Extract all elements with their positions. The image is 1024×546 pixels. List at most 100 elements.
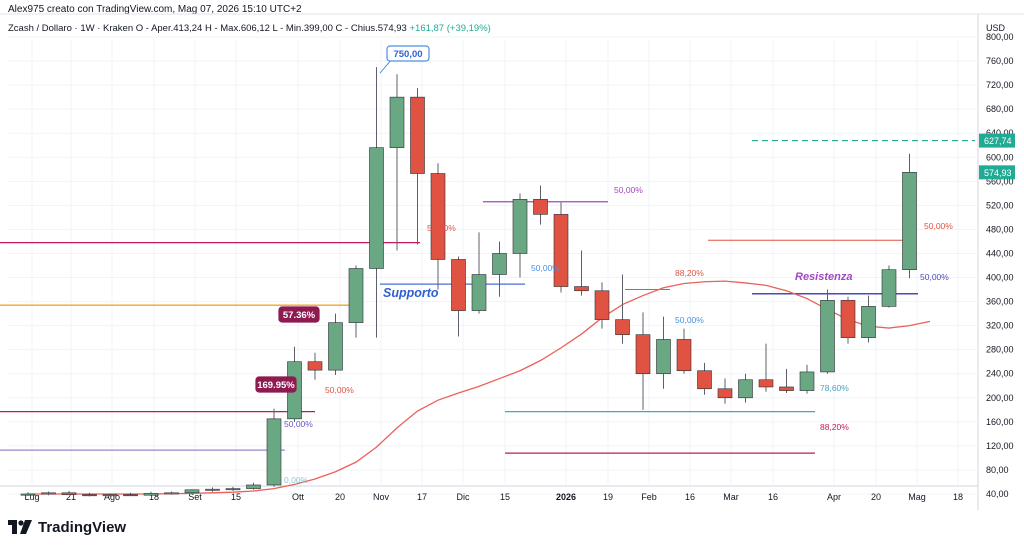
candle[interactable] [348, 265, 364, 338]
pct-callout-169-text: 169.95% [257, 380, 295, 391]
candle[interactable] [615, 274, 630, 344]
fib-label-0[interactable]: 0,00% [284, 475, 309, 485]
candle-body [656, 339, 671, 375]
y-tick-label: 640,00 [986, 128, 1014, 138]
candle[interactable] [41, 491, 56, 496]
candle-body [820, 300, 835, 373]
candle[interactable] [881, 265, 897, 308]
x-tick-label: Mag [908, 492, 926, 502]
candle[interactable] [512, 193, 528, 278]
fib-label-78[interactable]: 78,60% [820, 383, 849, 393]
candle-body [697, 370, 712, 390]
candle[interactable] [738, 373, 753, 403]
supporto-label[interactable]: Supporto [383, 286, 439, 300]
candle-body [328, 322, 343, 371]
candle[interactable] [820, 289, 835, 374]
y-tick-label: 600,00 [986, 152, 1014, 162]
target-price-tag[interactable]: 627,74 [979, 133, 1015, 148]
candle-body [61, 492, 77, 495]
fib-label-50[interactable]: 50,00% [531, 263, 560, 273]
candle[interactable] [840, 296, 856, 344]
fib-label-50[interactable]: 50,00% [920, 272, 949, 282]
candle[interactable] [20, 492, 36, 496]
candle[interactable] [143, 491, 159, 496]
candle[interactable] [758, 343, 774, 392]
current-price-tag[interactable]: 574,93 [979, 165, 1015, 180]
candle[interactable] [184, 489, 200, 494]
candle-body [205, 488, 220, 491]
fib-label-50[interactable]: 50,00% [427, 223, 456, 233]
candle[interactable] [61, 490, 77, 495]
symbol-ohlc: Zcash / Dollaro · 1W · Kraken O - Aper.4… [8, 23, 407, 34]
x-tick-label: Nov [373, 492, 390, 502]
candle[interactable] [266, 408, 282, 487]
horizontal-levels [0, 58, 975, 454]
x-tick-label: Mar [723, 492, 739, 502]
candle[interactable] [553, 202, 569, 293]
candle-body [266, 418, 282, 486]
candle[interactable] [533, 185, 548, 225]
pct-callout-169-box [255, 376, 297, 393]
fib-label-50[interactable]: 50,00% [614, 185, 643, 195]
x-tick-label: 20 [871, 492, 881, 502]
y-tick-label: 800,00 [986, 32, 1014, 42]
candle[interactable] [369, 67, 384, 338]
x-tick-label: 15 [231, 492, 241, 502]
candle[interactable] [861, 295, 876, 343]
resistenza-label[interactable]: Resistenza [795, 271, 852, 283]
fib-label-50[interactable]: 50,00% [675, 315, 704, 325]
candle[interactable] [635, 312, 651, 410]
candle[interactable] [430, 163, 446, 290]
candle[interactable] [389, 74, 405, 251]
candle[interactable] [410, 88, 425, 245]
candle[interactable] [102, 493, 118, 497]
y-tick-label: 40,00 [986, 489, 1009, 499]
fib-label-88[interactable]: 88,20% [675, 268, 704, 278]
candle[interactable] [492, 241, 507, 297]
fib-label-50[interactable]: 50,00% [284, 419, 313, 429]
candle[interactable] [328, 313, 343, 375]
candle[interactable] [799, 364, 815, 394]
candle[interactable] [471, 232, 487, 314]
candle-body [164, 492, 179, 495]
candle[interactable] [123, 492, 138, 497]
price-change: +161,87 (+39,19%) [409, 23, 491, 34]
current-price-tag-box [979, 165, 1015, 180]
candle[interactable] [574, 250, 589, 296]
candle[interactable] [676, 328, 692, 374]
candle-body [553, 214, 569, 287]
candle[interactable] [246, 482, 261, 490]
candle-body [143, 493, 159, 496]
fib-label-50[interactable]: 50,00% [924, 221, 953, 231]
pct-callout-169[interactable]: 169.95% [255, 376, 297, 393]
high-callout[interactable]: 750,00 [386, 45, 430, 62]
candle[interactable] [451, 256, 466, 337]
candle-body [102, 494, 118, 497]
candle[interactable] [225, 486, 241, 491]
tradingview-brand[interactable]: TradingView [8, 516, 126, 538]
candle-body [902, 171, 917, 271]
candle[interactable] [164, 491, 179, 495]
candle[interactable] [697, 362, 712, 395]
candle[interactable] [594, 282, 610, 329]
candle-body [184, 489, 200, 494]
y-axis: 40,00 80,00 120,00 160,00 200,00 240,00 280,00… [986, 32, 1014, 499]
candle-body [307, 361, 323, 371]
candle[interactable] [902, 153, 917, 279]
fib-label-50[interactable]: 50,00% [325, 385, 354, 395]
candle[interactable] [205, 487, 220, 492]
candle-body [779, 386, 794, 391]
candle[interactable] [656, 316, 671, 389]
y-tick-label: 480,00 [986, 224, 1014, 234]
candle[interactable] [82, 492, 97, 497]
pct-callout-57[interactable]: 57.36% [278, 306, 320, 323]
candle[interactable] [779, 368, 794, 393]
candle-body [410, 96, 425, 174]
candle[interactable] [307, 352, 323, 380]
author-line: Alex975 creato con TradingView.com, Mag … [8, 4, 302, 15]
y-tick-label: 360,00 [986, 297, 1014, 307]
candle[interactable] [717, 378, 733, 404]
fib-label-88[interactable]: 88,20% [820, 422, 849, 432]
